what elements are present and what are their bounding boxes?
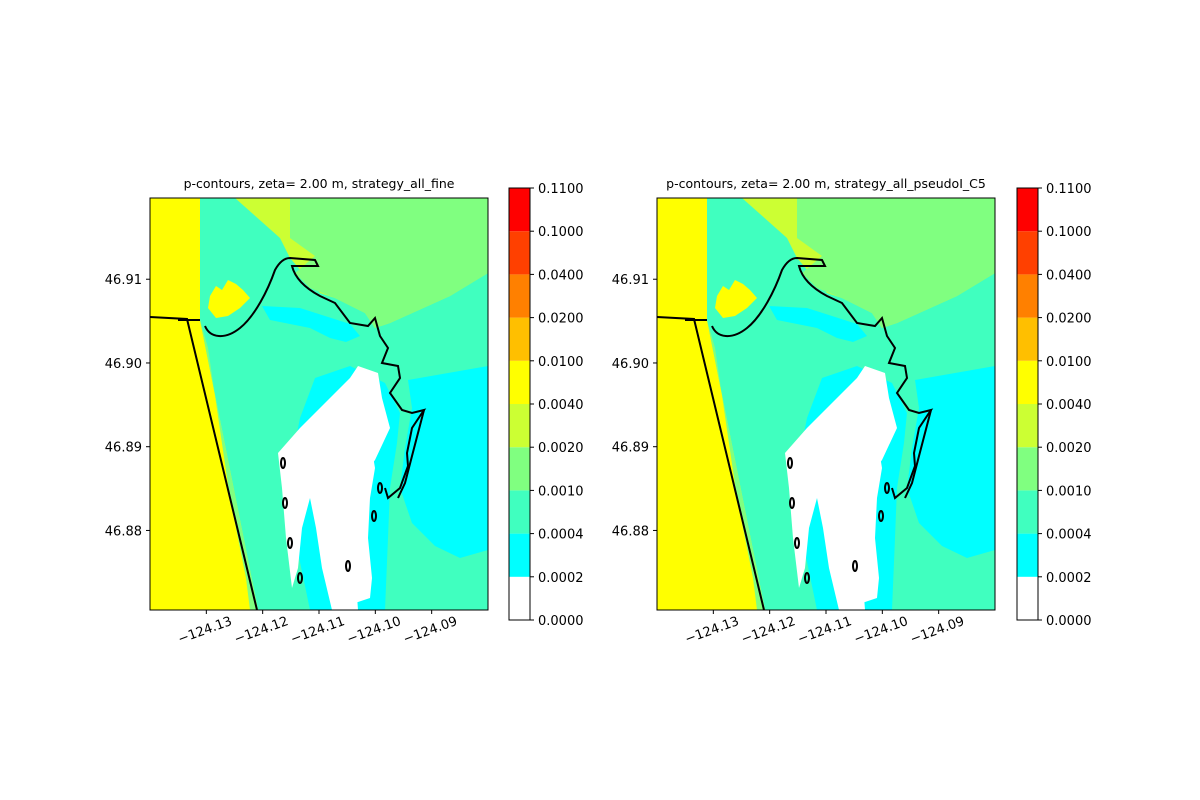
shoal-contour [297,572,303,584]
x-tick-label: −124.13 [683,614,741,647]
shoal-contour [852,560,858,572]
y-tick-label: 46.89 [105,441,142,456]
shoal-contour [371,510,377,522]
colorbar-band [1017,231,1038,275]
tidal-flat-region [785,366,897,610]
colorbar-tick-label: 0.0020 [538,441,584,456]
colorbar-band [509,317,530,361]
colorbar: 0.0000 0.0002 0.0004 0.0010 0.0020 0.0040 0.01… [1016,182,1092,629]
y-tick-label: 46.91 [105,273,142,288]
colorbar-tick-label: 0.0040 [538,398,584,413]
colorbar-tick-label: 0.0200 [538,312,584,327]
shoal-contour [280,457,286,469]
colorbar-tick-label: 0.0020 [1046,441,1092,456]
tidal-flat-region [335,413,375,603]
y-tick-label: 46.90 [612,357,649,372]
colorbar-tick-label: 0.0004 [1046,528,1092,543]
nearshore-region [707,320,765,610]
chart-title: p-contours, zeta= 2.00 m, strategy_all_p… [666,176,986,191]
x-tick-label: −124.10 [345,614,403,647]
chart-title: p-contours, zeta= 2.00 m, strategy_all_f… [184,176,455,191]
colorbar-band [1017,447,1038,491]
tidal-flat-region [842,413,882,603]
colorbar-band [1017,188,1038,232]
colorbar-tick-label: 0.1100 [538,182,584,197]
shoal-contour [884,482,890,494]
colorbar-tick-label: 0.0100 [1046,355,1092,370]
colorbar-band [1017,274,1038,318]
colorbar: 0.0000 0.0002 0.0004 0.0010 0.0020 0.0040 0.01… [508,182,584,629]
northeast-land-region [290,198,488,328]
shoal-contour [804,572,810,584]
shoal-contour [878,510,884,522]
offshore-region [150,198,258,610]
colorbar-band [509,188,530,232]
x-tick-label: −124.12 [739,614,797,647]
colorbar-band [1017,360,1038,404]
shoal-contour [282,497,288,509]
x-tick-label: −124.09 [908,614,966,647]
coastline [904,409,932,499]
northeast-land-region [797,198,995,328]
colorbar-tick-label: 0.1000 [1046,225,1092,240]
colorbar-tick-label: 0.0400 [1046,268,1092,283]
colorbar-tick-label: 0.0100 [538,355,584,370]
colorbar-tick-label: 0.0000 [538,614,584,629]
colorbar-tick-label: 0.0002 [1046,571,1092,586]
spit-region [715,280,757,318]
colorbar-band [1017,404,1038,448]
coastline [178,256,427,500]
coastline [397,409,425,499]
x-tick-label: −124.09 [401,614,459,647]
colorbar-band [1017,533,1038,577]
colorbar-tick-label: 0.0200 [1046,312,1092,327]
colorbar-band [1017,490,1038,534]
shoal-contour [787,457,793,469]
colorbar-band [509,404,530,448]
y-tick-label: 46.91 [612,273,649,288]
colorbar-tick-label: 0.1100 [1046,182,1092,197]
y-tick-label: 46.90 [105,357,142,372]
colorbar-tick-label: 0.0002 [538,571,584,586]
colorbar-band [509,490,530,534]
colorbar-band [1017,576,1038,620]
shoal-contour [789,497,795,509]
colorbar-tick-label: 0.1000 [538,225,584,240]
x-tick-label: −124.11 [796,614,854,647]
colorbar-band [509,576,530,620]
colorbar-tick-label: 0.0000 [1046,614,1092,629]
x-tick-label: −124.10 [852,614,910,647]
colorbar-band [509,360,530,404]
colorbar-tick-label: 0.0010 [1046,484,1092,499]
colorbar-band [509,274,530,318]
colorbar-tick-label: 0.0010 [538,484,584,499]
x-tick-label: −124.12 [232,614,290,647]
colorbar-band [1017,317,1038,361]
colorbar-band [509,231,530,275]
colorbar-band [509,447,530,491]
tidal-flat-region [278,366,390,610]
map-axes: −124.13−124.12−124.11−124.10−124.09 46.88… [612,176,996,647]
colorbar-band [509,533,530,577]
colorbar-tick-label: 0.0400 [538,268,584,283]
colorbar-tick-label: 0.0040 [1046,398,1092,413]
nearshore-region [200,320,258,610]
channel-region [262,306,360,342]
shoal-contour [287,537,293,549]
colorbar-tick-label: 0.0004 [538,528,584,543]
channel-region [769,306,867,342]
coastline [685,256,934,500]
y-tick-label: 46.88 [612,524,649,539]
shoal-contour [345,560,351,572]
map-axes: −124.13−124.12−124.11−124.10−124.09 46.88… [105,176,489,647]
spit-region [208,280,250,318]
x-tick-label: −124.11 [289,614,347,647]
shoal-contour [794,537,800,549]
y-tick-label: 46.88 [105,524,142,539]
y-tick-label: 46.89 [612,441,649,456]
offshore-region [657,198,765,610]
shoal-contour [377,482,383,494]
x-tick-label: −124.13 [176,614,234,647]
